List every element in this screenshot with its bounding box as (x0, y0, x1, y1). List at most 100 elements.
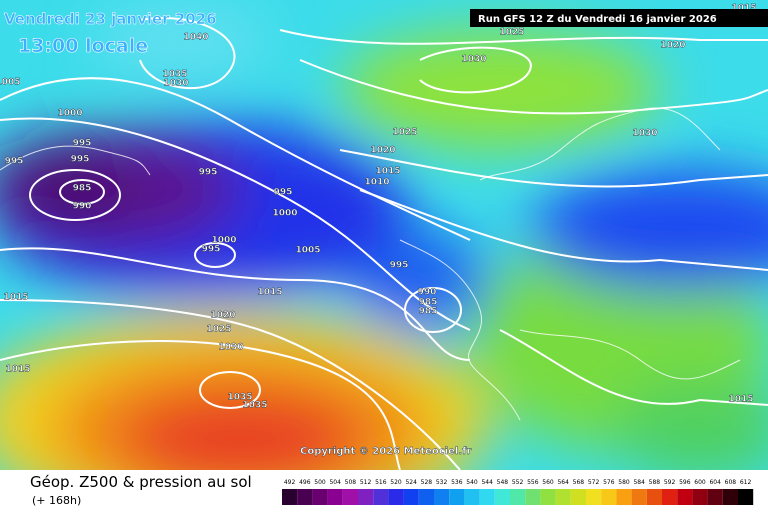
isobar-label: 1005 (0, 78, 21, 88)
legend-value: 572 (588, 479, 600, 486)
isobar-label: 1025 (499, 28, 524, 38)
legend-value: 588 (649, 479, 661, 486)
legend-swatch (434, 489, 450, 505)
isobar-label: 1015 (257, 288, 282, 298)
legend-value: 540 (466, 479, 478, 486)
isobar-label: 1000 (57, 109, 82, 119)
color-legend: 492 496 500 504 508 512 516 520 524 528 532 536 540 5… (282, 479, 754, 505)
legend-swatch (418, 489, 434, 505)
isobar-label: 1030 (218, 343, 243, 353)
copyright: Copyright © 2026 Meteociel.fr (300, 446, 471, 457)
legend-value: 596 (679, 479, 691, 486)
legend-swatch (692, 489, 708, 505)
isobar-label: 1015 (3, 293, 28, 303)
isobar-label: 1020 (660, 41, 685, 51)
legend-value: 500 (314, 479, 326, 486)
isobar-label: 1020 (370, 146, 395, 156)
isobar-label: 985 (73, 184, 92, 194)
legend-swatch (601, 489, 617, 505)
legend-value: 580 (618, 479, 630, 486)
isobar-label: 1040 (183, 33, 208, 43)
isobar-label: 1030 (632, 129, 657, 139)
footer-lead: (+ 168h) (32, 494, 81, 507)
legend-value: 516 (375, 479, 387, 486)
legend-value: 608 (725, 479, 737, 486)
isobar-label: 985 (419, 298, 438, 308)
legend-swatch (525, 489, 541, 505)
legend-swatch (646, 489, 662, 505)
legend-swatch (327, 489, 343, 505)
isobar-label: 1010 (364, 178, 389, 188)
legend-value: 512 (360, 479, 372, 486)
isobar-label: 1020 (210, 311, 235, 321)
legend-value: 556 (527, 479, 539, 486)
isobar-label: 1000 (211, 236, 236, 246)
legend-swatch (677, 489, 693, 505)
legend-value: 576 (603, 479, 615, 486)
run-info: Run GFS 12 Z du Vendredi 16 janvier 2026 (478, 14, 717, 25)
isobar-label: 990 (418, 288, 437, 298)
isobar-label: 1030 (461, 55, 486, 65)
legend-value: 532 (436, 479, 448, 486)
legend-value: 612 (740, 479, 752, 486)
legend-swatch (464, 489, 480, 505)
isobar-label: 1015 (728, 395, 753, 405)
legend-value: 560 (542, 479, 554, 486)
run-box (470, 9, 768, 27)
legend-value: 508 (345, 479, 357, 486)
legend-swatch (358, 489, 374, 505)
isobar-label: 1000 (272, 209, 297, 219)
legend-value: 496 (299, 479, 311, 486)
isobar-label: 995 (199, 168, 218, 178)
legend-swatch (738, 489, 754, 505)
legend-value: 524 (405, 479, 417, 486)
isobar-label: 1015 (5, 365, 30, 375)
legend-value: 584 (633, 479, 645, 486)
legend-swatch (373, 489, 389, 505)
legend-swatch (449, 489, 465, 505)
legend-swatch (707, 489, 723, 505)
isobar-label: 1015 (731, 4, 756, 14)
isobar-labels: 1040103510301005100099599599598599099599… (0, 3, 757, 411)
legend-value: 504 (329, 479, 341, 486)
legend-swatch (297, 489, 313, 505)
legend-swatch (555, 489, 571, 505)
legend-swatch (403, 489, 419, 505)
legend-swatch (388, 489, 404, 505)
legend-value: 564 (557, 479, 569, 486)
legend-value: 604 (709, 479, 721, 486)
isobar-label: 1035 (227, 393, 252, 403)
legend-swatch (494, 489, 510, 505)
isobar-label: 1035 (242, 401, 267, 411)
legend-swatch (616, 489, 632, 505)
legend-value: 492 (284, 479, 296, 486)
isobar-label: 995 (390, 261, 409, 271)
legend-value: 520 (390, 479, 402, 486)
legend-value: 536 (451, 479, 463, 486)
map-time: 13:00 locale (18, 35, 148, 57)
isobar-label: 990 (73, 202, 92, 212)
legend-swatch (722, 489, 738, 505)
legend-swatch (282, 489, 298, 505)
legend-swatch (342, 489, 358, 505)
isobar-label: 1030 (163, 79, 188, 89)
legend-swatch (510, 489, 526, 505)
isobar-label: 1035 (162, 70, 187, 80)
isobar-label: 995 (71, 155, 90, 165)
isobar-label: 995 (73, 139, 92, 149)
legend-swatch (479, 489, 495, 505)
legend-value: 552 (512, 479, 524, 486)
legend-swatch (586, 489, 602, 505)
legend-value: 568 (573, 479, 585, 486)
map-date: Vendredi 23 janvier 2026 (4, 10, 217, 28)
legend-value: 592 (664, 479, 676, 486)
legend-value: 600 (694, 479, 706, 486)
isobar-label: 985 (419, 307, 438, 317)
legend-swatch (662, 489, 678, 505)
isobars (0, 17, 768, 470)
legend-value: 548 (497, 479, 509, 486)
isobar-label: 1005 (295, 246, 320, 256)
legend-swatch (312, 489, 328, 505)
